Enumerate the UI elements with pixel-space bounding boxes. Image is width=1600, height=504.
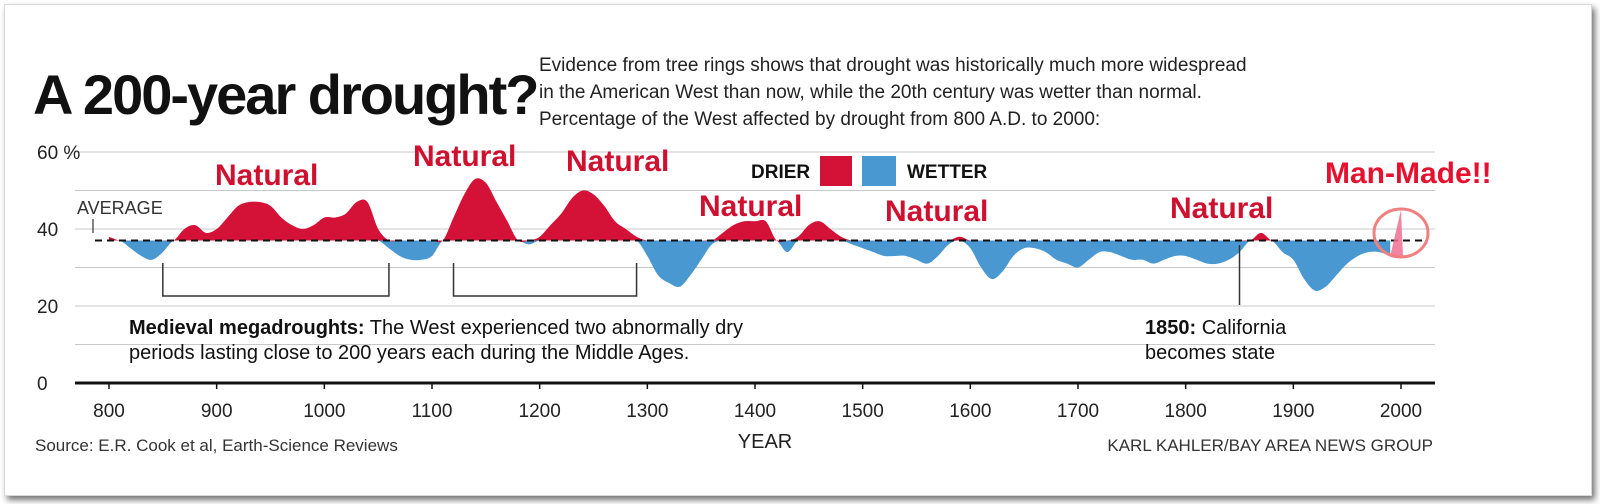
legend-wetter-label: WETTER — [907, 162, 987, 183]
bracket — [452, 263, 638, 297]
y-tick-label: 0 — [37, 374, 48, 395]
y-tick-label: 60 % — [37, 143, 80, 164]
x-tick-label: 1400 — [734, 401, 776, 422]
x-tick-label: 1300 — [626, 401, 668, 422]
x-tick-label: 1000 — [303, 401, 345, 422]
x-tick-label: 1700 — [1057, 401, 1099, 422]
chart-svg: A 200-year drought? Evidence from tree r… — [33, 55, 1492, 455]
average-label: AVERAGE — [77, 198, 163, 218]
legend-wetter-swatch — [862, 156, 896, 186]
subtitle-line-1: Evidence from tree rings shows that drou… — [539, 55, 1247, 76]
credit-note: KARL KAHLER/BAY AREA NEWS GROUP — [1107, 436, 1433, 455]
x-tick-label: 1500 — [842, 401, 884, 422]
legend-drier-label: DRIER — [751, 162, 810, 183]
y-tick-labels: 0 20 40 60 % — [37, 143, 80, 395]
x-tick-label: 1100 — [412, 401, 453, 422]
man-made-spike — [1390, 209, 1403, 256]
man-made-circle — [1372, 207, 1430, 259]
man-made-label: Man-Made!! — [1325, 157, 1492, 190]
y-tick-label: 20 — [37, 297, 58, 318]
subtitle-line-2: in the American West than now, while the… — [539, 82, 1202, 103]
natural-label-5: Natural — [885, 195, 988, 228]
x-tick-label: 1800 — [1165, 401, 1207, 422]
x-tick-label: 800 — [93, 401, 125, 422]
source-note: Source: E.R. Cook et al, Earth-Science R… — [35, 436, 398, 455]
medieval-annotation-line2: periods lasting close to 200 years each … — [129, 342, 689, 364]
legend-drier-swatch — [820, 156, 852, 186]
x-tick-label: 1900 — [1272, 401, 1314, 422]
medieval-annotation-line1: Medieval megadroughts: The West experien… — [129, 317, 743, 339]
x-tick-label: 2000 — [1380, 401, 1422, 422]
natural-label-1: Natural — [215, 159, 318, 192]
wetter-area — [109, 239, 1391, 291]
infographic-frame: A 200-year drought? Evidence from tree r… — [4, 4, 1592, 496]
x-tick-label: 900 — [201, 401, 233, 422]
natural-label-2: Natural — [413, 140, 516, 173]
california-annotation-line2: becomes state — [1145, 342, 1275, 364]
y-tick-label: 40 — [37, 220, 58, 241]
medieval-brackets — [162, 263, 638, 297]
natural-label-6: Natural — [1170, 192, 1273, 225]
page-title: A 200-year drought? — [33, 63, 537, 126]
x-axis-title: YEAR — [738, 431, 792, 453]
subtitle-line-3: Percentage of the West affected by droug… — [539, 109, 1100, 130]
bracket — [162, 263, 390, 297]
natural-label-3: Natural — [566, 145, 669, 178]
x-tick-label: 1600 — [949, 401, 991, 422]
natural-label-4: Natural — [699, 190, 802, 223]
drier-area — [109, 178, 1391, 243]
california-annotation-line1: 1850: California — [1145, 317, 1287, 339]
x-tick-labels: 800 900 1000 1100 1200 1300 1400 1500 1600 1700 18… — [93, 383, 1422, 422]
x-tick-label: 1200 — [519, 401, 561, 422]
